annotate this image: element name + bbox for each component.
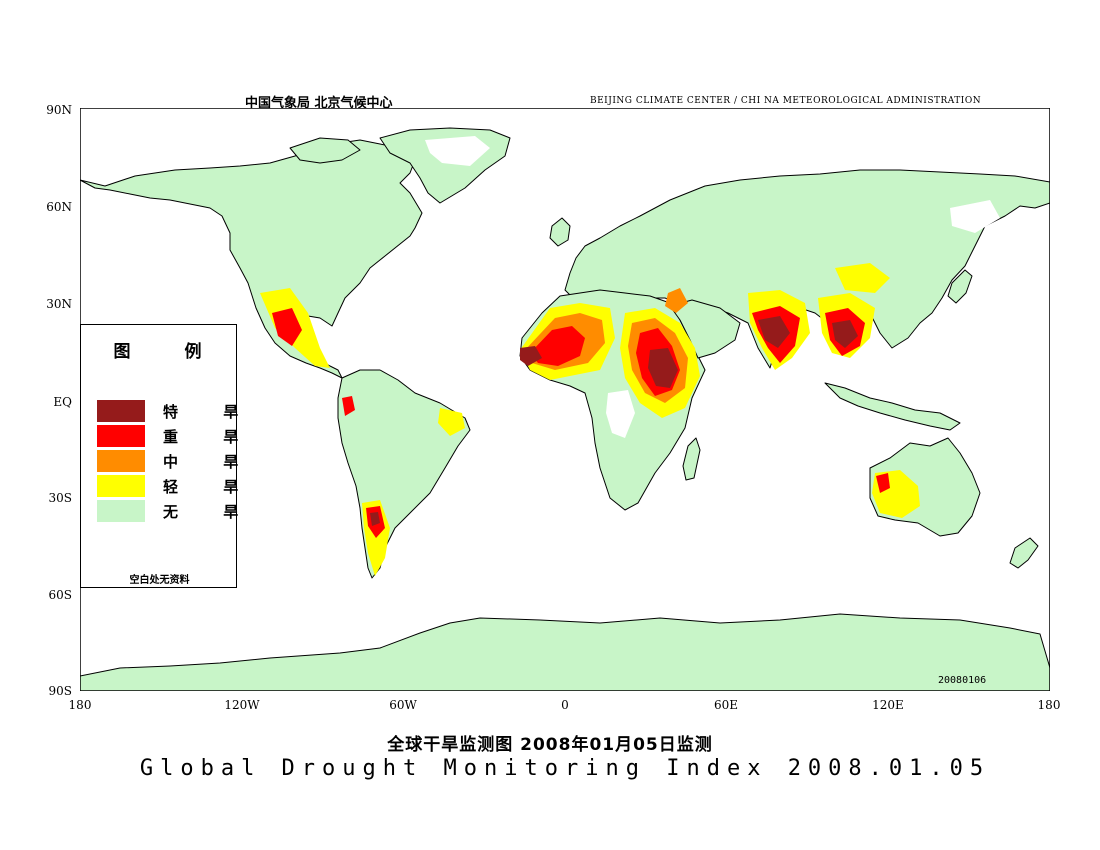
lon-label-60w: 60W bbox=[389, 698, 417, 712]
drought-india-extreme bbox=[758, 316, 790, 348]
legend-swatch-severe bbox=[97, 425, 145, 447]
no-data-patches bbox=[425, 136, 1000, 438]
world-drought-map bbox=[80, 108, 1050, 691]
lat-label-30s: 30S bbox=[48, 491, 73, 505]
drought-indochina-extreme bbox=[832, 320, 858, 348]
madagascar bbox=[682, 437, 701, 481]
drought-east-africa-extreme bbox=[648, 348, 678, 388]
legend-item-no-drought: 无 旱 bbox=[97, 500, 258, 522]
no-data-siberia bbox=[950, 200, 1000, 233]
lat-label-90n: 90N bbox=[46, 103, 72, 117]
lat-label-60s: 60S bbox=[48, 588, 73, 602]
lon-label-120w: 120W bbox=[224, 698, 260, 712]
legend-label-extreme: 特 旱 bbox=[163, 402, 259, 421]
legend-no-data-note: 空白处无资料 bbox=[129, 575, 190, 586]
lat-label-30n: 30N bbox=[46, 297, 72, 311]
legend-swatch-extreme bbox=[97, 400, 145, 422]
lon-label-120e: 120E bbox=[872, 698, 904, 712]
legend-swatch-mild bbox=[97, 475, 145, 497]
lon-label-0: 0 bbox=[561, 698, 569, 712]
arctic-islands bbox=[289, 137, 361, 164]
legend-item-extreme-drought: 特 旱 bbox=[97, 400, 258, 422]
lon-label-60e: 60E bbox=[713, 698, 739, 712]
lat-label-60n: 60N bbox=[46, 200, 72, 214]
date-stamp: 20080106 bbox=[938, 675, 987, 686]
japan bbox=[947, 269, 973, 304]
header-bcc-cma-en: BEIJING CLIMATE CENTER / CHI NA METEOROL… bbox=[590, 96, 982, 106]
lat-label-90s: 90S bbox=[48, 684, 73, 698]
title-chinese: 全球干旱监测图 2008年01月05日监测 bbox=[387, 735, 713, 755]
drought-zones bbox=[260, 263, 920, 576]
legend-label-none: 无 旱 bbox=[163, 502, 259, 521]
drought-north-china-mild bbox=[835, 263, 890, 293]
drought-mexico-severe bbox=[272, 308, 302, 346]
indonesia bbox=[824, 382, 961, 431]
no-data-congo bbox=[606, 390, 635, 438]
drought-brazil-mild bbox=[438, 408, 465, 436]
drought-chile-extreme bbox=[370, 512, 380, 526]
lon-label-180w: 180 bbox=[68, 698, 92, 712]
title-english: Global Drought Monitoring Index 2008.01.… bbox=[139, 756, 991, 781]
drought-australia-severe bbox=[876, 473, 890, 493]
new-zealand bbox=[1009, 537, 1039, 569]
lat-label-eq: EQ bbox=[53, 395, 72, 409]
drought-middle-east-moderate bbox=[665, 288, 688, 313]
drought-west-africa-extreme bbox=[520, 346, 542, 366]
no-data-greenland bbox=[425, 136, 490, 166]
legend-label-mild: 轻 旱 bbox=[163, 477, 259, 496]
legend-swatch-none bbox=[97, 500, 145, 522]
legend-box: 图 例 特 旱 重 旱 中 旱 轻 旱 无 旱 空白处无资料 bbox=[80, 324, 238, 588]
legend-item-mild-drought: 轻 旱 bbox=[97, 475, 258, 497]
drought-west-africa-severe bbox=[530, 326, 585, 366]
uk-ireland bbox=[549, 217, 571, 247]
legend-title: 图 例 bbox=[113, 342, 226, 362]
legend-item-severe-drought: 重 旱 bbox=[97, 425, 258, 447]
antarctica bbox=[80, 613, 1050, 691]
drought-peru-severe bbox=[342, 396, 355, 416]
legend-label-moderate: 中 旱 bbox=[163, 452, 259, 471]
arabia bbox=[669, 299, 741, 359]
legend-item-moderate-drought: 中 旱 bbox=[97, 450, 258, 472]
legend-swatch-moderate bbox=[97, 450, 145, 472]
legend-label-severe: 重 旱 bbox=[163, 427, 259, 446]
lon-label-180e: 180 bbox=[1037, 698, 1061, 712]
